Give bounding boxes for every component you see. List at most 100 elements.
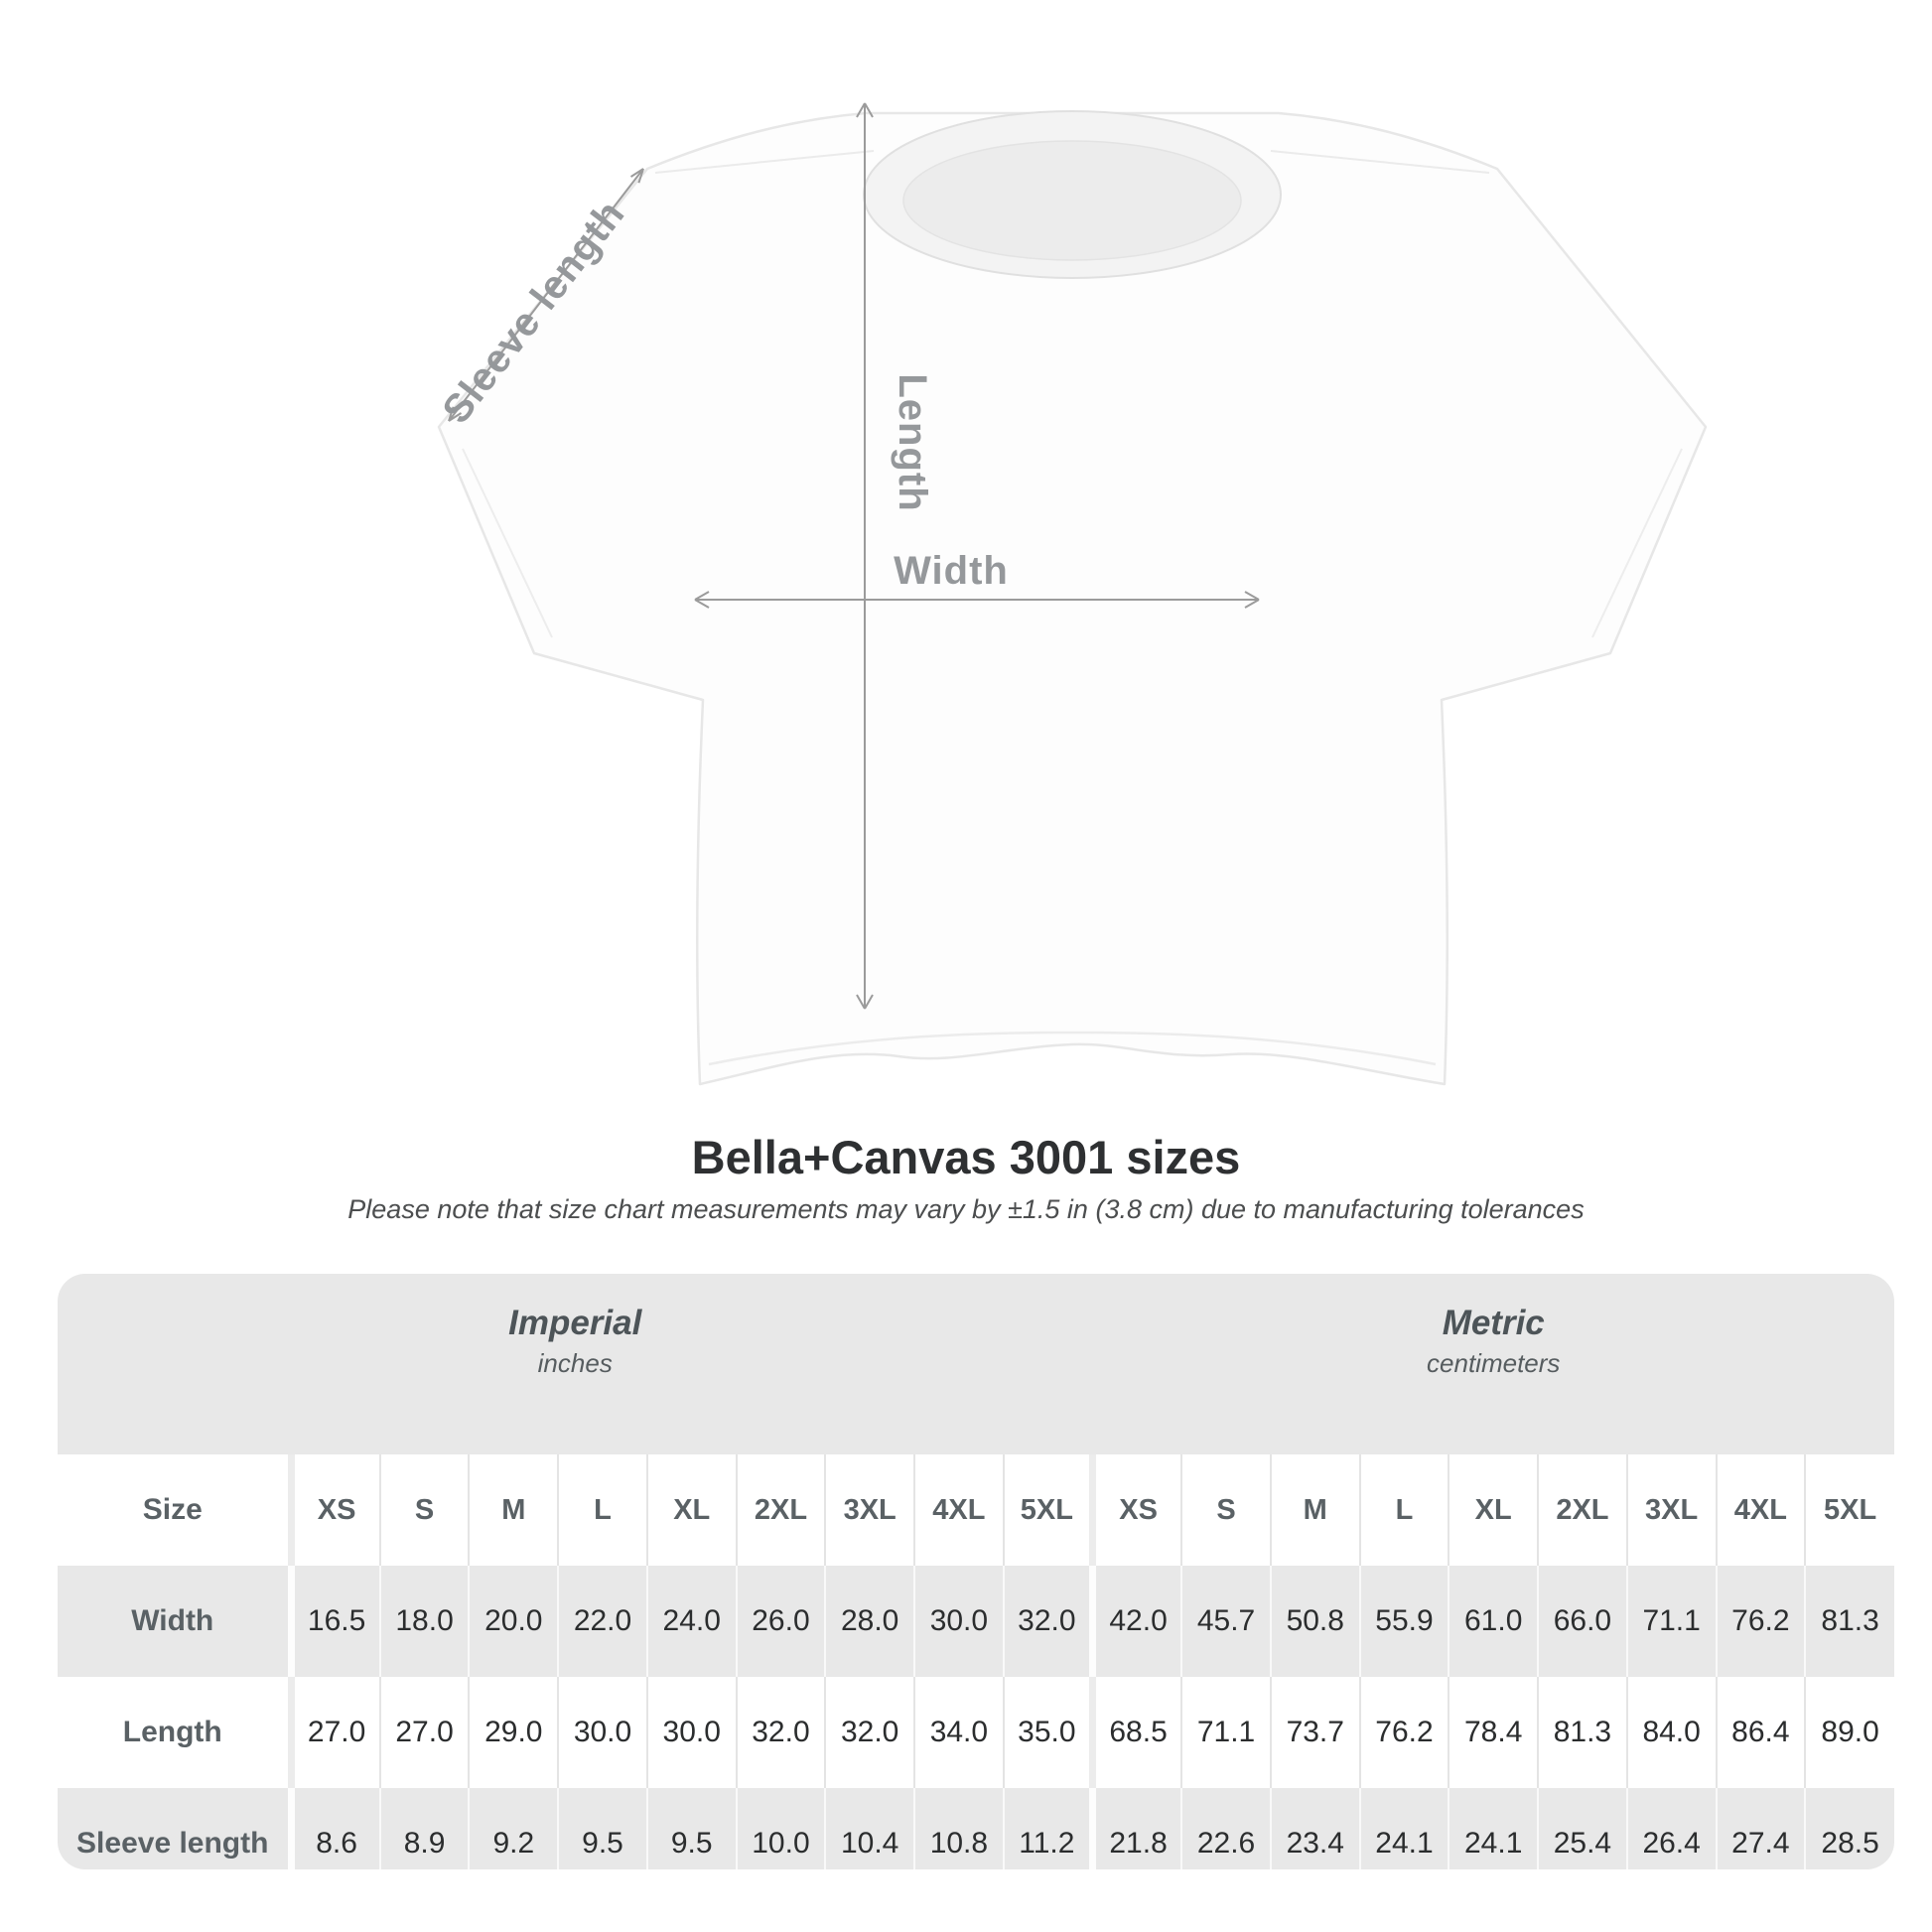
imperial-title: Imperial — [508, 1304, 642, 1342]
size-header-cell: L — [1358, 1454, 1449, 1566]
imperial-group-header: Imperial inches — [58, 1274, 1093, 1454]
size-value-cell: 73.7 — [1269, 1677, 1360, 1788]
size-value-cell: 30.0 — [557, 1677, 647, 1788]
size-value-cell: 10.4 — [824, 1788, 915, 1869]
size-table: Imperial inches Metric centimeters Size … — [58, 1274, 1894, 1869]
size-header-cell: L — [557, 1454, 647, 1566]
size-value-cell: 35.0 — [1002, 1677, 1093, 1788]
row-label: Width — [131, 1604, 214, 1637]
size-value-cell: 29.0 — [468, 1677, 559, 1788]
size-value-cell: 10.8 — [913, 1788, 1004, 1869]
size-value-cell: 81.3 — [1537, 1677, 1627, 1788]
size-value-cell: 20.0 — [468, 1566, 559, 1677]
size-header-cell: XL — [645, 1454, 737, 1566]
size-value-cell: 27.0 — [378, 1677, 470, 1788]
size-value-cell: 9.2 — [468, 1788, 559, 1869]
size-header-cell: XL — [1448, 1454, 1539, 1566]
row-label: Sleeve length — [76, 1827, 269, 1860]
size-value-cell: 32.0 — [824, 1677, 915, 1788]
size-value-cell: 27.4 — [1715, 1788, 1806, 1869]
size-value-cell: 30.0 — [913, 1566, 1004, 1677]
length-arrow — [856, 102, 874, 1010]
size-header-cell: M — [1269, 1454, 1360, 1566]
size-value-cell: 24.0 — [645, 1566, 737, 1677]
size-header-cell: S — [1180, 1454, 1271, 1566]
size-value-cell: 26.4 — [1625, 1788, 1717, 1869]
size-header-cell: 2XL — [1537, 1454, 1627, 1566]
page-subtitle: Please note that size chart measurements… — [347, 1194, 1585, 1224]
size-value-cell: 84.0 — [1625, 1677, 1717, 1788]
metric-group-header: Metric centimeters — [1092, 1274, 1894, 1454]
size-value-cell: 28.0 — [824, 1566, 915, 1677]
width-arrow — [694, 591, 1260, 609]
metric-title: Metric — [1442, 1304, 1545, 1342]
size-header-cell: 2XL — [735, 1454, 826, 1566]
table-row-length: Length 27.0 27.0 29.0 30.0 30.0 32.0 32.… — [58, 1677, 1894, 1788]
length-label: Length — [891, 373, 934, 511]
size-value-cell: 25.4 — [1537, 1788, 1627, 1869]
size-value-cell: 61.0 — [1448, 1566, 1539, 1677]
size-value-cell: 21.8 — [1088, 1788, 1182, 1869]
size-value-cell: 55.9 — [1358, 1566, 1449, 1677]
size-value-cell: 22.6 — [1180, 1788, 1271, 1869]
tshirt-graphic: Sleeve length Length Width — [434, 102, 1708, 1086]
table-row-sleeve-length: Sleeve length 8.6 8.9 9.2 9.5 9.5 10.0 1… — [58, 1788, 1894, 1869]
size-header-row: Size XS S M L XL 2XL 3XL 4XL 5XL XS S M … — [58, 1454, 1894, 1566]
size-value-cell: 16.5 — [287, 1566, 380, 1677]
size-value-cell: 27.0 — [287, 1677, 380, 1788]
size-value-cell: 32.0 — [1002, 1566, 1093, 1677]
table-row-width: Width 16.5 18.0 20.0 22.0 24.0 26.0 28.0… — [58, 1566, 1894, 1677]
size-value-cell: 71.1 — [1180, 1677, 1271, 1788]
size-value-cell: 9.5 — [557, 1788, 647, 1869]
size-value-cell: 34.0 — [913, 1677, 1004, 1788]
size-value-cell: 9.5 — [645, 1788, 737, 1869]
size-header-cell: 5XL — [1804, 1454, 1894, 1566]
size-value-cell: 11.2 — [1002, 1788, 1093, 1869]
size-header-cell: M — [468, 1454, 559, 1566]
size-header-cell: 3XL — [1625, 1454, 1717, 1566]
width-label: Width — [894, 549, 1009, 593]
size-value-cell: 24.1 — [1448, 1788, 1539, 1869]
tshirt-measurement-figure: Sleeve length Length Width — [434, 102, 1708, 1086]
size-header-cell: S — [378, 1454, 470, 1566]
collar-inner — [902, 140, 1242, 261]
size-table-card: Imperial inches Metric centimeters Size … — [58, 1274, 1894, 1869]
size-header-cell: XS — [1088, 1454, 1182, 1566]
size-value-cell: 50.8 — [1269, 1566, 1360, 1677]
size-value-cell: 32.0 — [735, 1677, 826, 1788]
size-value-cell: 76.2 — [1715, 1566, 1806, 1677]
size-col-header: Size — [142, 1493, 203, 1526]
imperial-unit: inches — [537, 1348, 613, 1378]
size-value-cell: 8.6 — [287, 1788, 380, 1869]
size-value-cell: 68.5 — [1088, 1677, 1182, 1788]
sleeve-length-arrow — [448, 168, 644, 422]
size-value-cell: 23.4 — [1269, 1788, 1360, 1869]
metric-unit: centimeters — [1427, 1348, 1561, 1378]
row-label: Length — [122, 1716, 222, 1748]
size-header-cell: 3XL — [824, 1454, 915, 1566]
size-value-cell: 30.0 — [645, 1677, 737, 1788]
size-value-cell: 10.0 — [735, 1788, 826, 1869]
size-value-cell: 26.0 — [735, 1566, 826, 1677]
size-value-cell: 45.7 — [1180, 1566, 1271, 1677]
size-header-cell: XS — [287, 1454, 380, 1566]
size-header-cell: 4XL — [1715, 1454, 1806, 1566]
size-value-cell: 78.4 — [1448, 1677, 1539, 1788]
size-value-cell: 24.1 — [1358, 1788, 1449, 1869]
size-value-cell: 18.0 — [378, 1566, 470, 1677]
size-value-cell: 71.1 — [1625, 1566, 1717, 1677]
size-header-cell: 4XL — [913, 1454, 1004, 1566]
unit-group-header-row: Imperial inches Metric centimeters — [58, 1274, 1894, 1454]
size-value-cell: 22.0 — [557, 1566, 647, 1677]
size-value-cell: 8.9 — [378, 1788, 470, 1869]
tshirt-shape — [437, 110, 1708, 1086]
size-value-cell: 81.3 — [1804, 1566, 1894, 1677]
size-value-cell: 86.4 — [1715, 1677, 1806, 1788]
size-value-cell: 42.0 — [1088, 1566, 1182, 1677]
size-value-cell: 76.2 — [1358, 1677, 1449, 1788]
size-value-cell: 28.5 — [1804, 1788, 1894, 1869]
size-header-cell: 5XL — [1002, 1454, 1093, 1566]
size-value-cell: 66.0 — [1537, 1566, 1627, 1677]
size-value-cell: 89.0 — [1804, 1677, 1894, 1788]
page-title: Bella+Canvas 3001 sizes — [691, 1131, 1241, 1183]
